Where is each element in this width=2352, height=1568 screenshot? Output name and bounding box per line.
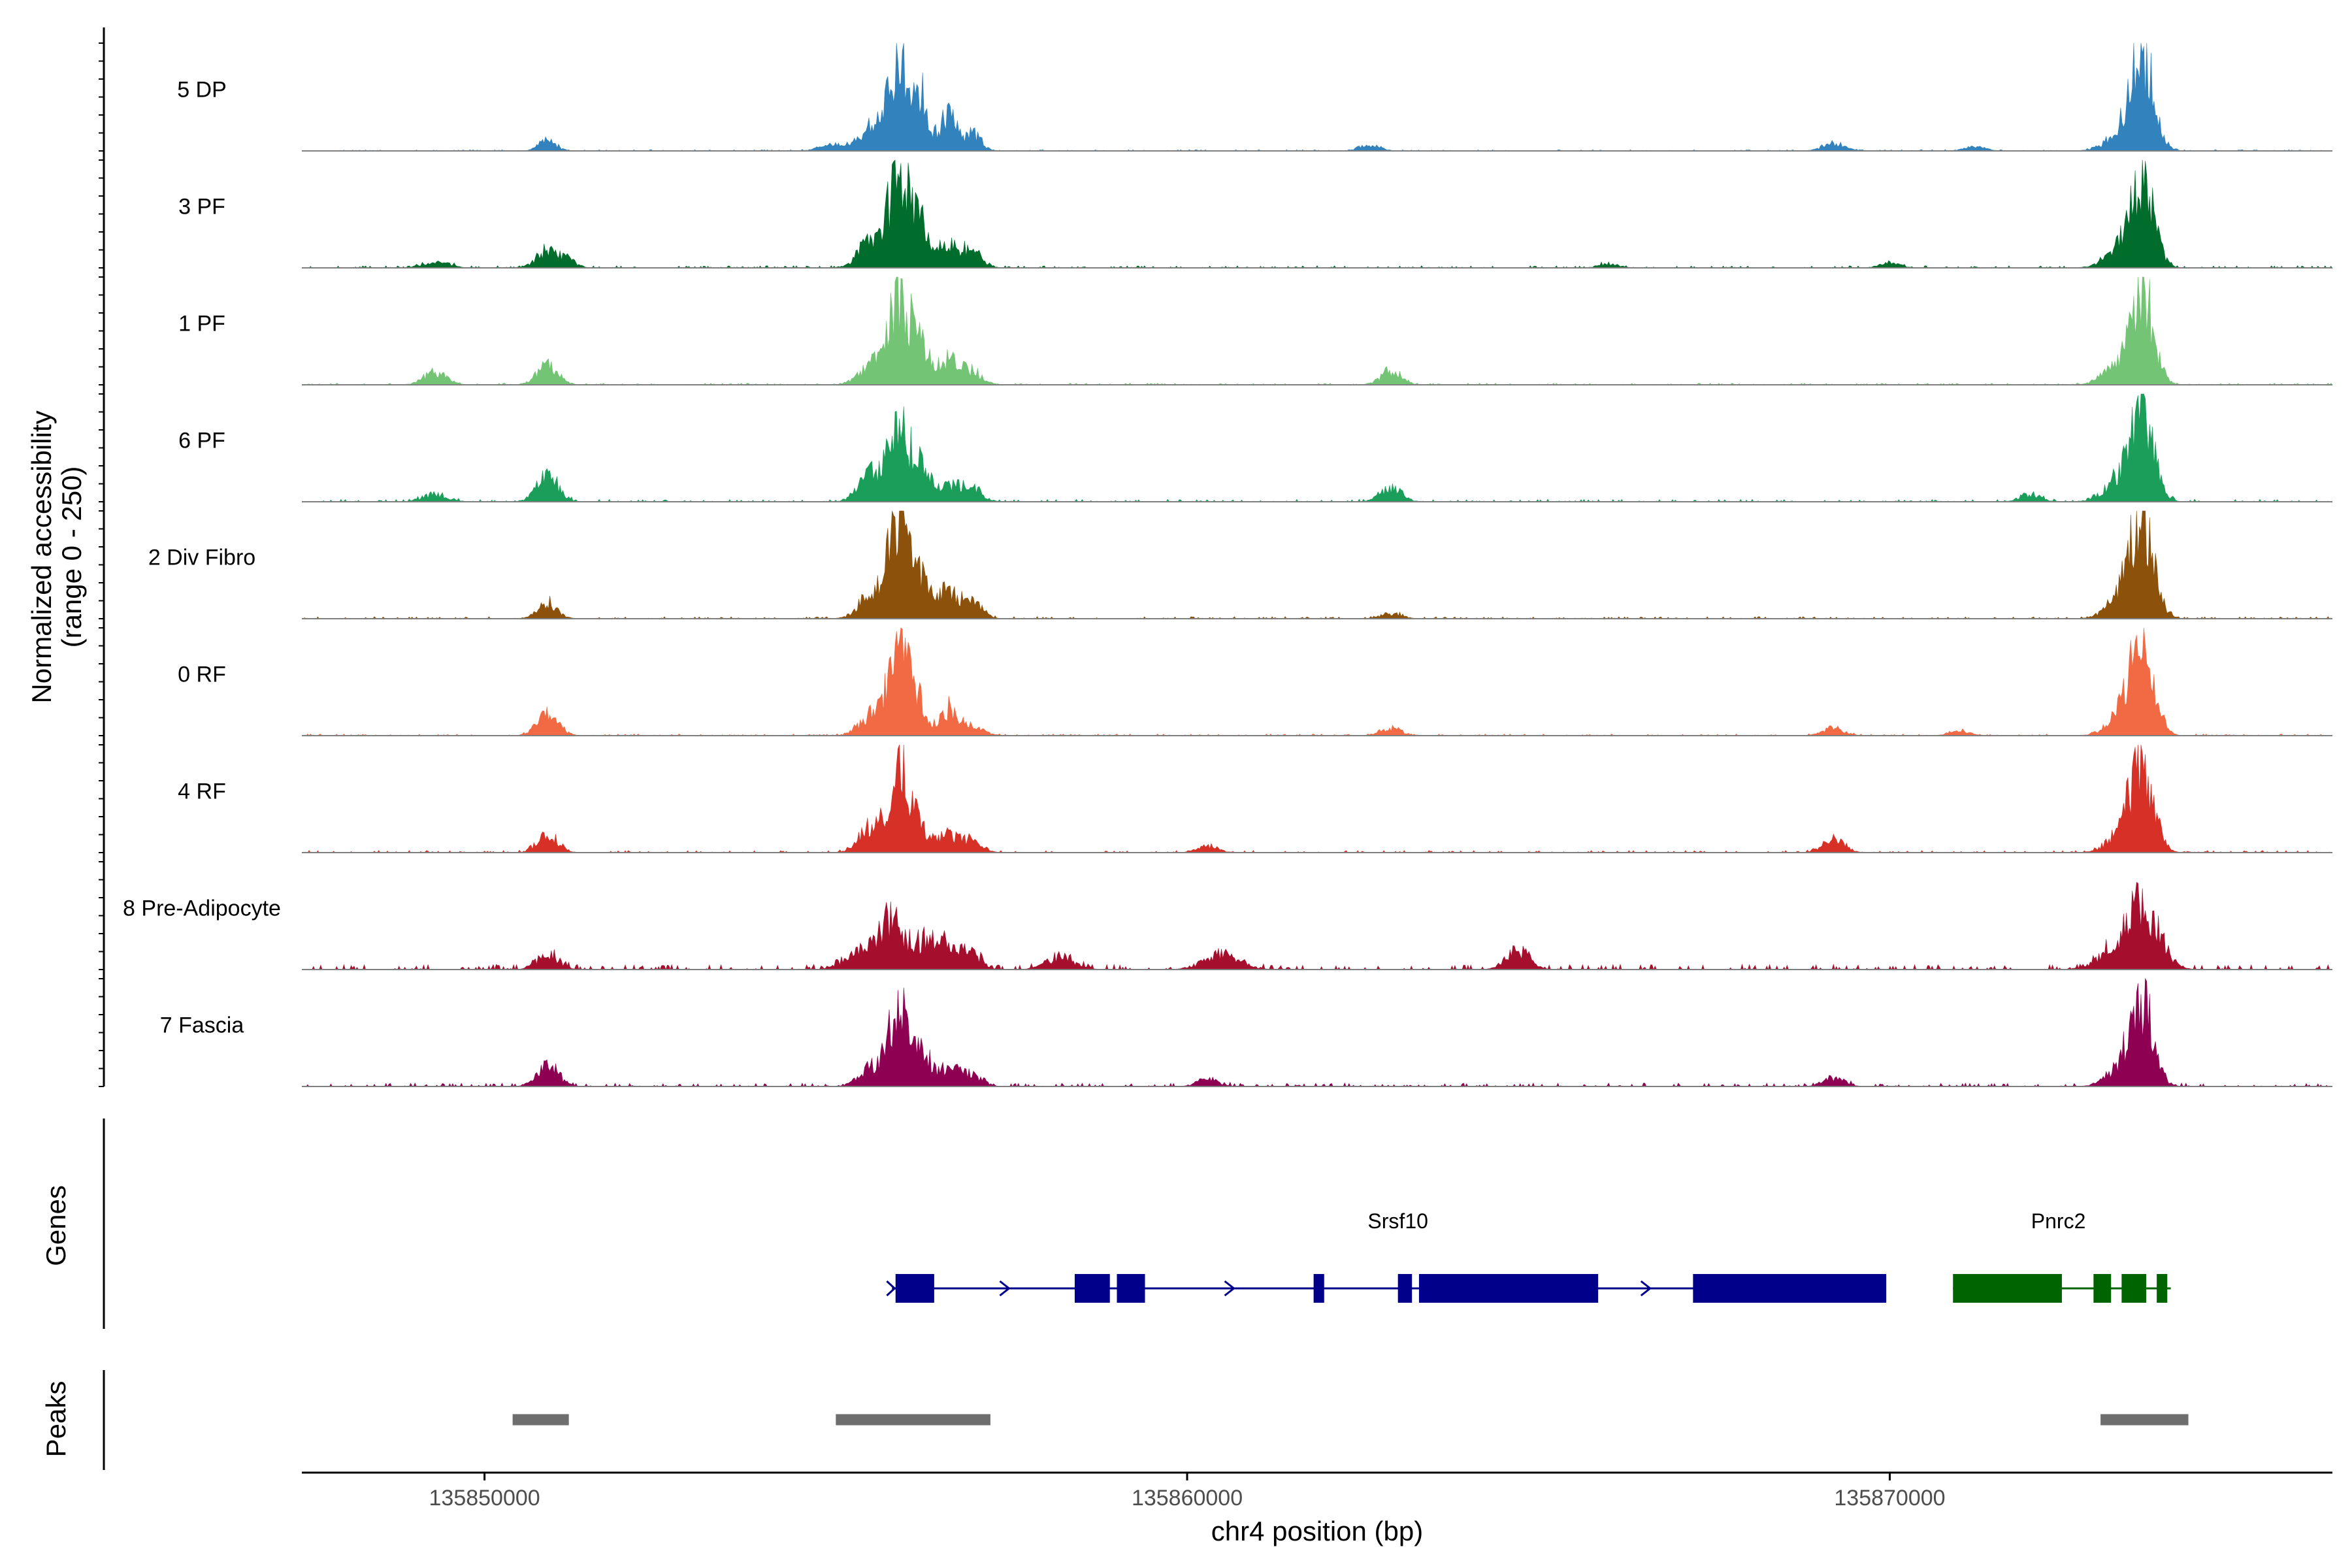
strand-arrow — [1640, 1280, 1652, 1297]
peak-track-label: Peaks — [41, 1381, 71, 1458]
y-axis-label-line2: (range 0 - 250) — [56, 466, 87, 648]
track-label: 4 RF — [178, 779, 226, 804]
y-axis-label: Normalized accessibility (range 0 - 250) — [26, 410, 87, 703]
track-2-div-fibro: 2 Div Fibro — [148, 510, 2333, 619]
strand-arrow — [999, 1280, 1011, 1297]
gene-exon — [1693, 1274, 1887, 1303]
track-label: 0 RF — [178, 662, 226, 687]
x-axis-label: chr4 position (bp) — [1211, 1516, 1424, 1546]
coverage-area — [302, 159, 2333, 269]
gene-exon — [1313, 1274, 1324, 1303]
track-label: 6 PF — [178, 428, 225, 453]
track-label: 3 PF — [178, 194, 225, 219]
gene-exon — [1074, 1274, 1110, 1303]
gene-pnrc2: Pnrc2 — [1953, 1209, 2171, 1303]
gene-exon — [895, 1274, 934, 1303]
coverage-area — [302, 744, 2332, 853]
x-tick-label: 135850000 — [429, 1486, 540, 1511]
coverage-area — [301, 510, 2333, 619]
x-tick-label: 135870000 — [1834, 1486, 1945, 1511]
strand-arrow — [886, 1280, 896, 1297]
gene-track-label: Genes — [41, 1185, 71, 1266]
coverage-area — [302, 42, 2332, 152]
coverage-area — [302, 977, 2332, 1087]
gene-exon — [2093, 1274, 2112, 1303]
track-3-pf: 3 PF — [178, 159, 2333, 269]
track-8-pre-adipocyte: 8 Pre-Adipocyte — [123, 881, 2332, 971]
x-tick-label: 135860000 — [1132, 1486, 1243, 1511]
track-label: 8 Pre-Adipocyte — [123, 896, 281, 921]
y-axis-label-line1: Normalized accessibility — [26, 410, 57, 703]
gene-label: Srsf10 — [1367, 1209, 1428, 1233]
gene-exon — [1953, 1274, 2062, 1303]
gene-exon — [1397, 1274, 1413, 1303]
gene-exon — [1418, 1274, 1599, 1303]
peak-bar — [836, 1414, 990, 1426]
coverage-area — [302, 393, 2332, 502]
track-label: 2 Div Fibro — [148, 545, 255, 570]
peak-bar — [512, 1414, 569, 1426]
track-6-pf: 6 PF — [178, 393, 2332, 502]
track-4-rf: 4 RF — [178, 744, 2332, 853]
track-label: 1 PF — [178, 311, 225, 336]
peak-bar — [2100, 1414, 2189, 1426]
track-0-rf: 0 RF — [178, 627, 2332, 736]
gene-exon — [2121, 1274, 2147, 1303]
gene-exon — [1117, 1274, 1145, 1303]
track-7-fascia: 7 Fascia — [160, 977, 2332, 1087]
track-1-pf: 1 PF — [178, 276, 2333, 385]
gene-exon — [2157, 1274, 2168, 1303]
track-label: 7 Fascia — [160, 1013, 244, 1037]
gene-srsf10: Srsf10 — [886, 1209, 1887, 1303]
strand-arrow — [1224, 1280, 1235, 1297]
track-5-dp: 5 DP — [177, 42, 2332, 152]
coverage-area — [302, 881, 2332, 971]
coverage-area — [302, 627, 2332, 736]
coverage-area — [302, 276, 2333, 385]
track-label: 5 DP — [177, 77, 227, 102]
gene-label: Pnrc2 — [2031, 1209, 2086, 1233]
